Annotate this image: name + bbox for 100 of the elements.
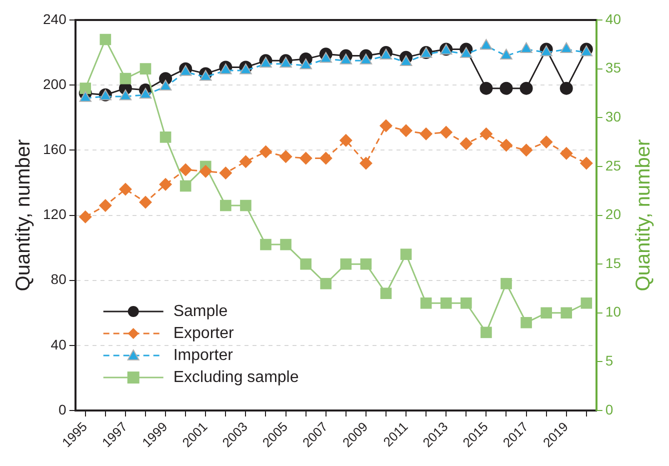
point [580,156,593,170]
point [480,82,493,95]
point [80,82,92,94]
point [139,196,152,209]
point [260,56,272,68]
legend-label: Sample [173,302,228,320]
point [500,138,513,152]
point [580,46,593,56]
point [320,52,332,63]
point [360,54,372,64]
point [139,88,152,99]
point [98,198,112,212]
y2-tick-label: 25 [605,157,622,174]
point [199,164,212,178]
point [420,297,432,309]
point [379,119,392,132]
y2-tick-label: 0 [605,401,614,418]
point [259,145,272,158]
point [560,42,572,54]
point [440,126,453,139]
point [78,210,92,224]
point [260,238,272,250]
legend-label: Excluding sample [173,368,299,386]
point [179,163,192,176]
point [580,297,592,309]
point [320,278,332,290]
point [119,89,132,100]
legend-label: Importer [173,346,234,364]
point [239,155,252,168]
y-tick-label: 40 [50,336,67,352]
point [560,307,572,319]
point [160,132,172,143]
point [380,288,392,300]
point [480,39,492,50]
y2-axis-title: Quantity, number [632,138,655,292]
point [359,156,372,170]
y2-tick-label: 30 [605,108,622,124]
point [480,127,493,140]
point [118,182,132,196]
point [400,248,412,260]
point [159,80,172,90]
point [79,91,92,102]
point [520,316,532,328]
point [240,200,252,212]
point [300,258,312,270]
point [480,326,492,338]
point [280,56,292,68]
y2-tick-label: 20 [605,206,622,222]
point [159,178,172,191]
point [460,137,473,150]
y2-tick-label: 10 [605,304,622,320]
point [520,82,533,95]
point [100,34,112,46]
point [380,48,392,60]
point [279,150,292,164]
point [299,152,312,165]
point [500,82,513,95]
point [280,238,292,250]
y-tick-label: 120 [43,206,67,222]
point [560,146,573,160]
point [520,42,532,54]
y2-tick-label: 5 [605,352,614,369]
point [120,72,132,84]
point [520,144,533,157]
point [560,82,573,95]
y-tick-label: 80 [50,271,67,288]
point [140,63,152,74]
point [319,152,332,165]
point [300,58,312,70]
point [540,46,552,56]
point [360,258,372,270]
y2-tick-label: 15 [605,254,622,271]
point [460,297,472,309]
point [339,134,352,147]
point [180,180,192,192]
point [199,70,212,81]
point [400,124,413,138]
point [400,55,412,66]
y-tick-label: 200 [43,76,67,92]
y-tick-label: 160 [43,141,67,158]
y-axis-title: Quantity, number [12,138,35,292]
point [220,63,232,74]
point [440,297,452,309]
point [460,47,472,58]
legend-label: Exporter [173,324,234,342]
point [420,127,433,140]
point [340,258,352,270]
point [240,63,252,74]
y-tick-label: 0 [58,401,67,418]
point [540,307,552,319]
y2-tick-label: 35 [605,60,622,76]
point [540,136,553,149]
point [500,278,512,290]
y-tick-label: 240 [43,10,67,27]
point [340,54,352,64]
point [179,65,192,76]
point [220,200,232,212]
point [219,166,232,180]
y2-tick-label: 40 [605,10,622,27]
point [500,48,512,60]
